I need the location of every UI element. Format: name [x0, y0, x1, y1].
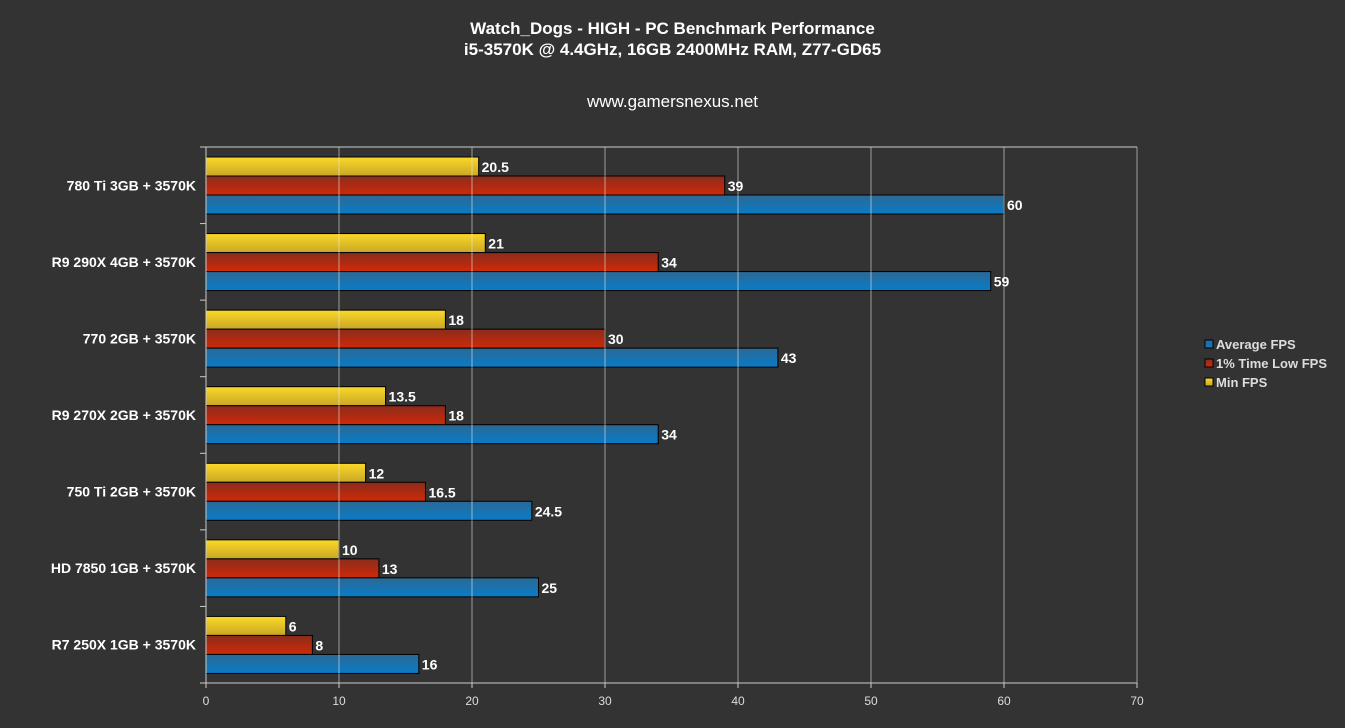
data-label: 59	[994, 274, 1010, 290]
data-label: 13	[382, 561, 398, 577]
data-label: 34	[661, 255, 677, 271]
category-label: R9 290X 4GB + 3570K	[52, 254, 196, 270]
bar-min-fps	[205, 309, 446, 330]
data-label: 20.5	[482, 159, 509, 175]
data-label: 39	[728, 178, 744, 194]
data-label: 12	[369, 465, 385, 481]
data-label: 6	[289, 618, 297, 634]
category-label: HD 7850 1GB + 3570K	[51, 560, 196, 576]
x-tick-label: 20	[465, 694, 479, 708]
data-label: 13.5	[389, 389, 416, 405]
data-label: 16.5	[428, 484, 455, 500]
x-tick-label: 50	[864, 694, 878, 708]
x-tick-label: 30	[598, 694, 612, 708]
bar-average-fps	[205, 577, 539, 598]
data-label: 30	[608, 331, 624, 347]
bar-1-time-low-fps	[205, 634, 313, 655]
category-label: R7 250X 1GB + 3570K	[52, 637, 196, 653]
data-label: 34	[661, 427, 677, 443]
bar-min-fps	[205, 233, 486, 254]
category-label: R9 270X 2GB + 3570K	[52, 407, 196, 423]
x-tick-label: 70	[1130, 694, 1144, 708]
x-tick-label: 60	[997, 694, 1011, 708]
data-label: 43	[781, 350, 797, 366]
data-label: 21	[488, 236, 504, 252]
data-label: 18	[448, 408, 464, 424]
bar-average-fps	[205, 500, 533, 521]
bar-min-fps	[205, 462, 367, 483]
bar-min-fps	[205, 615, 287, 636]
bar-1-time-low-fps	[205, 328, 606, 349]
legend-label: Average FPS	[1216, 337, 1296, 352]
category-label: 770 2GB + 3570K	[83, 330, 196, 346]
chart-source: www.gamersnexus.net	[586, 92, 759, 111]
bar-min-fps	[205, 386, 387, 407]
data-label: 25	[542, 580, 558, 596]
x-tick-label: 10	[332, 694, 346, 708]
x-tick-label: 0	[203, 694, 210, 708]
bar-min-fps	[205, 539, 340, 560]
data-label: 8	[315, 637, 323, 653]
data-label: 10	[342, 542, 358, 558]
chart-subtitle: i5-3570K @ 4.4GHz, 16GB 2400MHz RAM, Z77…	[463, 40, 882, 59]
bar-average-fps	[205, 347, 779, 368]
bar-1-time-low-fps	[205, 252, 659, 273]
bar-average-fps	[205, 424, 659, 445]
bar-1-time-low-fps	[205, 175, 726, 196]
x-tick-label: 40	[731, 694, 745, 708]
data-label: 16	[422, 656, 438, 672]
category-label: 780 Ti 3GB + 3570K	[67, 177, 196, 193]
bar-average-fps	[205, 653, 420, 674]
category-label: 750 Ti 2GB + 3570K	[67, 484, 196, 500]
bar-1-time-low-fps	[205, 481, 426, 502]
bar-1-time-low-fps	[205, 558, 380, 579]
legend-swatch	[1204, 358, 1214, 368]
legend-label: 1% Time Low FPS	[1216, 356, 1327, 371]
bar-average-fps	[205, 271, 992, 292]
legend-label: Min FPS	[1216, 375, 1268, 390]
data-label: 24.5	[535, 503, 562, 519]
bar-1-time-low-fps	[205, 405, 446, 426]
data-label: 60	[1007, 197, 1023, 213]
chart-title: Watch_Dogs - HIGH - PC Benchmark Perform…	[470, 19, 875, 38]
legend-swatch	[1204, 377, 1214, 387]
bar-min-fps	[205, 156, 480, 177]
data-label: 18	[448, 312, 464, 328]
legend-swatch	[1204, 339, 1214, 349]
